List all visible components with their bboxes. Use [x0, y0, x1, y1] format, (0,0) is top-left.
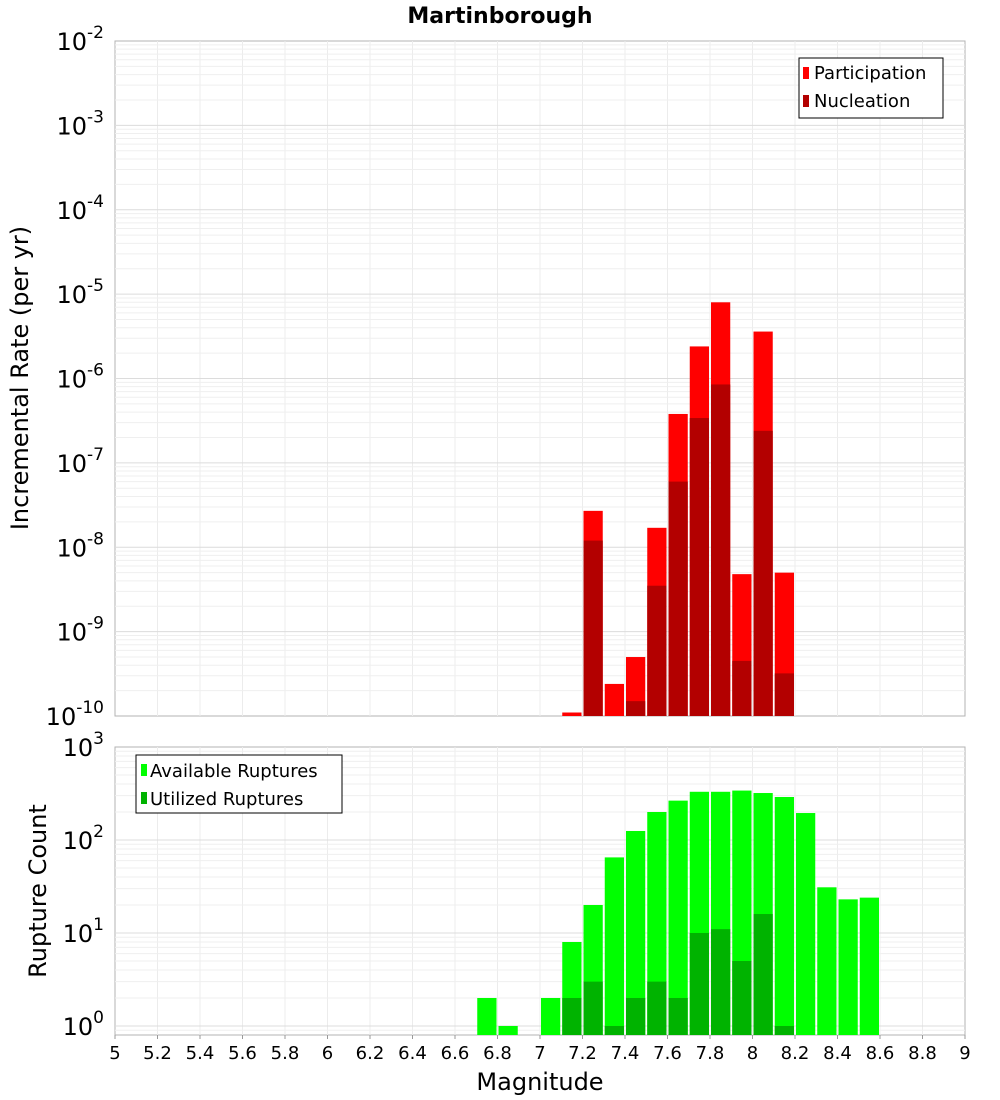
x-tick-label: 6.2 [356, 1043, 385, 1064]
y-tick-label: 10-9 [57, 614, 105, 647]
bar-utilized [562, 997, 582, 1035]
bottom-y-axis-label: Rupture Count [24, 804, 52, 978]
top-legend: Participation Nucleation [798, 57, 944, 119]
bar-available [626, 830, 646, 1035]
y-tick-label: 100 [63, 1008, 104, 1041]
bar-nucleation [583, 540, 603, 716]
x-tick-label: 5.2 [143, 1043, 172, 1064]
bar-available [541, 997, 561, 1035]
bar-available [477, 997, 497, 1035]
legend-label-utilized: Utilized Ruptures [150, 789, 303, 810]
bar-utilized [668, 997, 688, 1035]
x-tick-label: 5.4 [186, 1043, 215, 1064]
bar-nucleation [732, 660, 752, 716]
bar-available [647, 812, 667, 1035]
bar-available [817, 887, 837, 1035]
chart-title: Martinborough [407, 4, 592, 29]
y-tick-label: 101 [63, 915, 104, 948]
x-axis-label: Magnitude [476, 1068, 603, 1096]
bar-utilized [604, 1025, 624, 1035]
bottom-y-tick-labels: 100 101 102 103 [63, 729, 104, 1041]
top-bars [562, 302, 794, 716]
top-legend-box [798, 57, 944, 119]
bar-nucleation [711, 384, 731, 716]
bar-available [604, 857, 624, 1035]
y-tick-label: 10-7 [57, 445, 105, 478]
x-tick-label: 7.4 [611, 1043, 640, 1064]
legend-swatch-available [141, 764, 147, 776]
x-tick-label: 8.6 [866, 1043, 895, 1064]
bar-utilized [583, 981, 603, 1035]
bar-available [859, 897, 879, 1035]
y-tick-label: 10-5 [57, 276, 105, 309]
x-tick-label: 7.6 [653, 1043, 682, 1064]
legend-label-nucleation: Nucleation [814, 91, 910, 112]
x-tick-label: 8.4 [823, 1043, 852, 1064]
bar-participation [604, 683, 624, 716]
legend-swatch-utilized [141, 792, 147, 804]
y-tick-label: 10-2 [57, 23, 105, 56]
y-tick-label: 10-3 [57, 107, 105, 140]
x-tick-label: 5 [109, 1043, 120, 1064]
x-tick-label: 8 [747, 1043, 758, 1064]
x-tick-label: 5.6 [228, 1043, 257, 1064]
y-tick-label: 10-6 [57, 361, 105, 394]
bottom-legend-box [135, 754, 343, 814]
y-tick-label: 10-4 [57, 192, 105, 225]
x-tick-label: 5.8 [271, 1043, 300, 1064]
bar-available [838, 899, 858, 1035]
bar-utilized [732, 960, 752, 1035]
legend-swatch-participation [803, 67, 809, 79]
bottom-grid [115, 747, 965, 1035]
top-grid [115, 41, 965, 716]
x-tick-labels: 5 5.2 5.4 5.6 5.8 6 6.2 6.4 6.6 6.8 7 7.2 7.4 7.6 7.8 8… [109, 1035, 971, 1064]
bar-nucleation [626, 701, 646, 716]
bar-utilized [689, 932, 709, 1035]
bar-available [796, 813, 816, 1035]
bar-available [498, 1025, 518, 1035]
top-y-tick-labels: 10-10 10-9 10-8 10-7 10-6 10-5 10-4 10-3 10-2 [46, 23, 104, 731]
x-tick-label: 6.6 [441, 1043, 470, 1064]
legend-label-available: Available Ruptures [150, 761, 318, 782]
y-tick-label: 10-8 [57, 529, 105, 562]
x-tick-label: 9 [959, 1043, 970, 1064]
legend-label-participation: Participation [814, 63, 926, 84]
bar-available [774, 796, 794, 1035]
x-tick-label: 7.2 [568, 1043, 597, 1064]
x-tick-label: 8.2 [781, 1043, 810, 1064]
x-tick-label: 6 [322, 1043, 333, 1064]
bar-available [668, 800, 688, 1035]
x-tick-label: 7.8 [696, 1043, 725, 1064]
bar-utilized [774, 1025, 794, 1035]
bar-nucleation [647, 585, 667, 716]
y-tick-label: 102 [63, 822, 104, 855]
bar-participation [562, 712, 582, 716]
bar-nucleation [668, 481, 688, 716]
x-tick-label: 7 [534, 1043, 545, 1064]
top-y-axis-label: Incremental Rate (per yr) [6, 226, 34, 530]
bar-utilized [626, 997, 646, 1035]
bar-utilized [711, 929, 731, 1035]
y-tick-label: 103 [63, 729, 104, 762]
legend-swatch-nucleation [803, 95, 809, 107]
bottom-bars [477, 790, 879, 1035]
bar-nucleation [689, 418, 709, 716]
bar-utilized [753, 914, 773, 1035]
bar-utilized [647, 981, 667, 1035]
y-tick-label: 10-10 [46, 698, 104, 731]
x-tick-label: 6.8 [483, 1043, 512, 1064]
bar-nucleation [774, 673, 794, 716]
x-tick-label: 8.8 [908, 1043, 937, 1064]
bar-nucleation [753, 430, 773, 716]
x-tick-label: 6.4 [398, 1043, 427, 1064]
bottom-legend: Available Ruptures Utilized Ruptures [135, 754, 343, 814]
